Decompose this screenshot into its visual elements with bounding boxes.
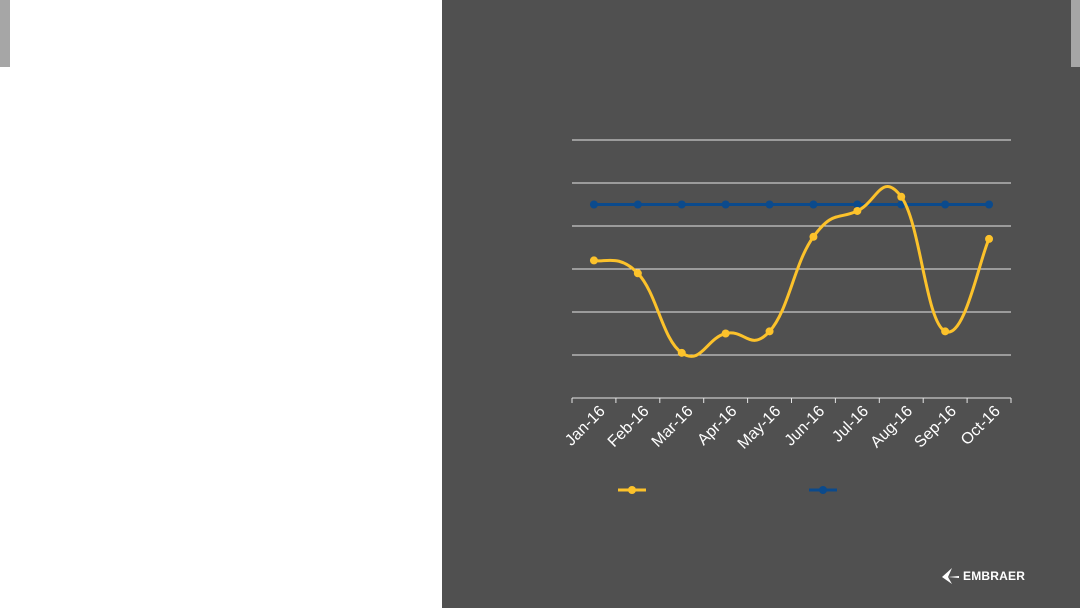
series-1-point-aug-16	[897, 192, 906, 201]
series-2-point-jul-16	[853, 200, 862, 209]
x-tick-label: Jan-16	[562, 403, 609, 450]
x-tick-label: May-16	[735, 403, 785, 453]
right-accent-tab	[1071, 0, 1080, 67]
x-tick-label: Feb-16	[605, 403, 653, 451]
series-2-point-oct-16	[985, 200, 994, 209]
series-1-point-jan-16	[589, 256, 598, 265]
x-tick-label: Mar-16	[649, 403, 697, 451]
x-tick-label: Aug-16	[868, 403, 917, 452]
x-tick-label: Oct-16	[958, 403, 1004, 449]
embraer-logo: EMBRAER	[940, 567, 1025, 585]
left-panel	[0, 0, 442, 608]
chart-series	[589, 185, 994, 358]
x-axis	[571, 397, 1012, 403]
series-1-point-sep-16	[941, 327, 950, 336]
series-1-point-mar-16	[677, 348, 686, 357]
legend-marker-series-1	[628, 486, 636, 494]
left-accent-tab	[0, 0, 10, 67]
x-tick-label: Jul-16	[829, 403, 872, 446]
series-1-point-apr-16	[721, 329, 730, 338]
chart-gridlines	[572, 139, 1011, 356]
series-2-point-feb-16	[633, 200, 642, 209]
series-2-point-sep-16	[941, 200, 950, 209]
series-1-point-jun-16	[809, 232, 818, 241]
series-1-point-oct-16	[985, 234, 994, 243]
x-tick-label: Jun-16	[782, 403, 829, 450]
chart-panel	[442, 0, 1080, 608]
legend-item-series-2	[809, 486, 837, 494]
series-2-point-may-16	[765, 200, 774, 209]
legend-marker-series-2	[819, 486, 827, 494]
series-2-point-jun-16	[809, 200, 818, 209]
series-2-point-jan-16	[589, 200, 598, 209]
series-1-point-may-16	[765, 327, 774, 336]
series-2-point-mar-16	[677, 200, 686, 209]
series-1-point-feb-16	[633, 269, 642, 278]
x-tick-label: Sep-16	[911, 403, 960, 452]
chart-legend	[618, 486, 837, 494]
embraer-logo-icon	[942, 568, 959, 584]
series-2-point-apr-16	[721, 200, 730, 209]
series-1-point-jul-16	[853, 206, 862, 215]
legend-item-series-1	[618, 486, 646, 494]
x-tick-label: Apr-16	[694, 403, 740, 449]
series-1-line	[593, 185, 991, 358]
logo-text: EMBRAER	[963, 569, 1026, 583]
